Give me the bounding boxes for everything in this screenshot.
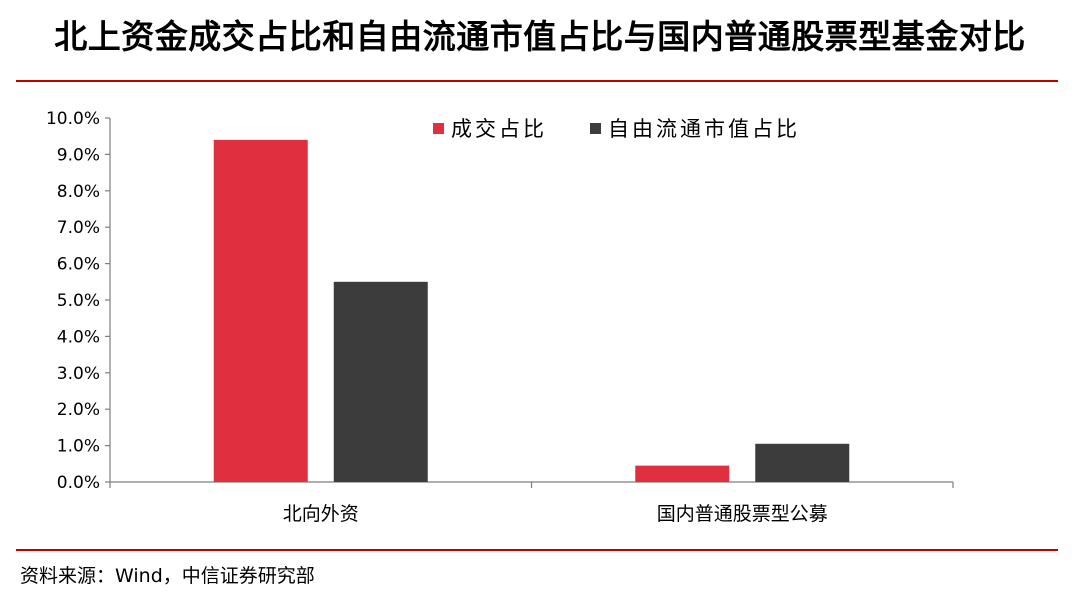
- y-tick-label: 9.0%: [57, 145, 100, 165]
- y-tick-label: 5.0%: [57, 291, 100, 311]
- y-tick-label: 1.0%: [57, 437, 100, 457]
- legend-label: 自由流通市值占比: [608, 117, 800, 141]
- bar: [213, 139, 308, 482]
- x-axis: 北向外资 国内普通股票型公募: [109, 481, 954, 525]
- top-divider: [16, 80, 1058, 82]
- y-tick-label: 2.0%: [57, 400, 100, 420]
- y-tick-label: 7.0%: [57, 218, 100, 238]
- source-note: 资料来源：Wind，中信证券研究部: [20, 565, 315, 587]
- y-tick-label: 4.0%: [57, 327, 100, 347]
- x-axis-ticks: 北向外资 国内普通股票型公募: [109, 482, 954, 525]
- y-axis: 0.0% 1.0% 2.0% 3.0% 4.0% 5.0% 6.0% 7.0% 8.0% 9.0%…: [46, 109, 111, 493]
- bar: [333, 281, 428, 482]
- bar-chart: 0.0% 1.0% 2.0% 3.0% 4.0% 5.0% 6.0% 7.0% 8.0% 9.0%…: [46, 109, 954, 525]
- y-tick-label: 6.0%: [57, 255, 100, 275]
- bars: [213, 139, 850, 482]
- y-tick-label: 0.0%: [57, 473, 100, 493]
- y-tick-label: 10.0%: [46, 109, 100, 129]
- bar: [635, 465, 730, 482]
- x-category-label: 国内普通股票型公募: [657, 503, 828, 525]
- bottom-divider: [16, 549, 1058, 551]
- bar: [755, 443, 850, 482]
- legend-swatch: [590, 123, 601, 134]
- y-tick-label: 8.0%: [57, 182, 100, 202]
- legend-swatch: [433, 123, 444, 134]
- legend: 成交占比 自由流通市值占比: [433, 117, 800, 141]
- legend-label: 成交占比: [451, 117, 547, 141]
- y-tick-label: 3.0%: [57, 364, 100, 384]
- x-category-label: 北向外资: [283, 503, 359, 525]
- y-axis-ticks: 0.0% 1.0% 2.0% 3.0% 4.0% 5.0% 6.0% 7.0% 8.0% 9.0%…: [46, 109, 110, 493]
- chart-title: 北上资金成交占比和自由流通市值占比与国内普通股票型基金对比: [54, 17, 1026, 56]
